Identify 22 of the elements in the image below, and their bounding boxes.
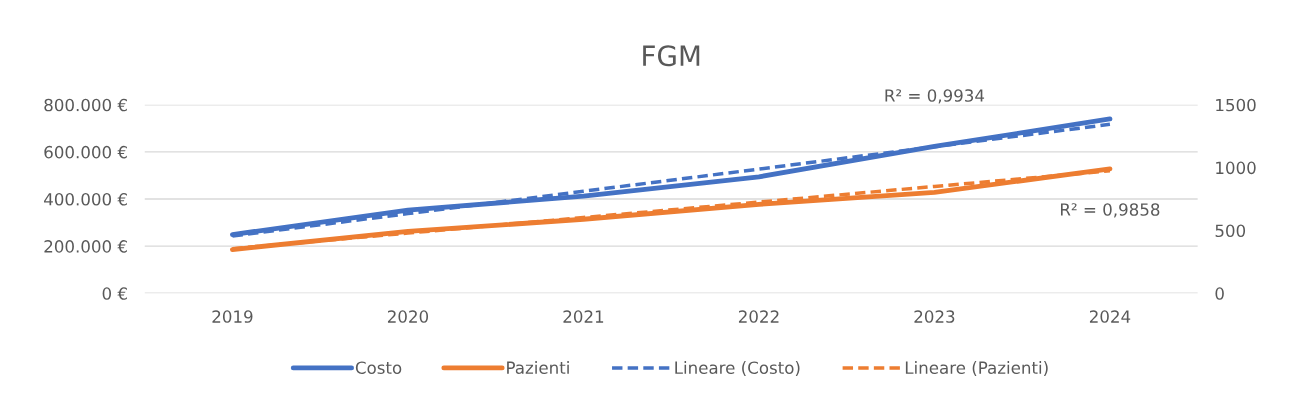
y-tick-label: 0 €: [102, 287, 127, 300]
chart-title: FGM: [643, 45, 700, 67]
y2-tick-label: 1500: [1216, 98, 1256, 112]
legend-label: Lineare (Costo): [675, 361, 800, 376]
legend-label: Costo: [355, 361, 402, 374]
y2-tick-label: 500: [1215, 224, 1246, 238]
y-tick-label: 400.000 €: [44, 192, 127, 206]
annotation: R² = 0,9858: [1061, 203, 1160, 218]
x-tick-label: 2022: [738, 310, 779, 323]
x-tick-label: 2021: [563, 310, 604, 323]
legend-label: Pazienti: [507, 361, 569, 374]
legend-label: Lineare (Pazienti): [905, 361, 1048, 376]
x-tick-label: 2024: [1089, 310, 1131, 323]
y-tick-label: 200.000 €: [44, 240, 127, 253]
x-tick-label: 2023: [914, 310, 955, 323]
x-tick-label: 2020: [387, 310, 429, 323]
y-tick-label: 800.000 €: [44, 98, 127, 112]
y2-tick-label: 1000: [1216, 161, 1256, 175]
y-tick-label: 600.000 €: [44, 145, 127, 159]
y2-tick-label: 0: [1215, 287, 1224, 300]
text: R² = 0,9934: [885, 89, 985, 104]
x-tick-label: 2019: [212, 310, 253, 323]
